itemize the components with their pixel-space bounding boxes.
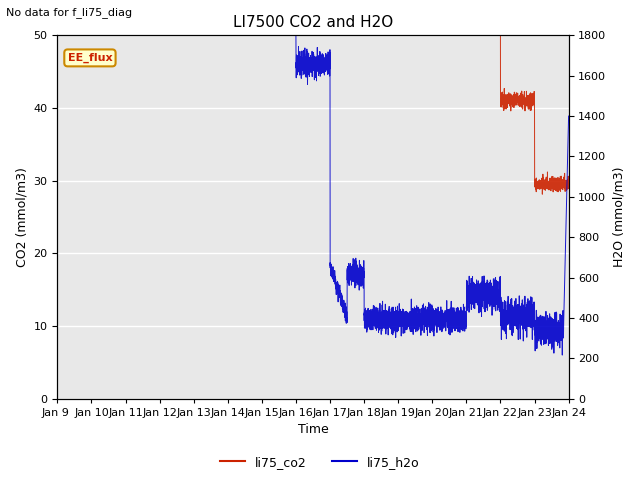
X-axis label: Time: Time	[298, 423, 328, 436]
Text: EE_flux: EE_flux	[68, 53, 112, 63]
Text: No data for f_li75_diag: No data for f_li75_diag	[6, 7, 132, 18]
Y-axis label: H2O (mmol/m3): H2O (mmol/m3)	[612, 167, 625, 267]
Title: LI7500 CO2 and H2O: LI7500 CO2 and H2O	[233, 15, 393, 30]
Legend: li75_co2, li75_h2o: li75_co2, li75_h2o	[215, 451, 425, 474]
Y-axis label: CO2 (mmol/m3): CO2 (mmol/m3)	[15, 167, 28, 267]
